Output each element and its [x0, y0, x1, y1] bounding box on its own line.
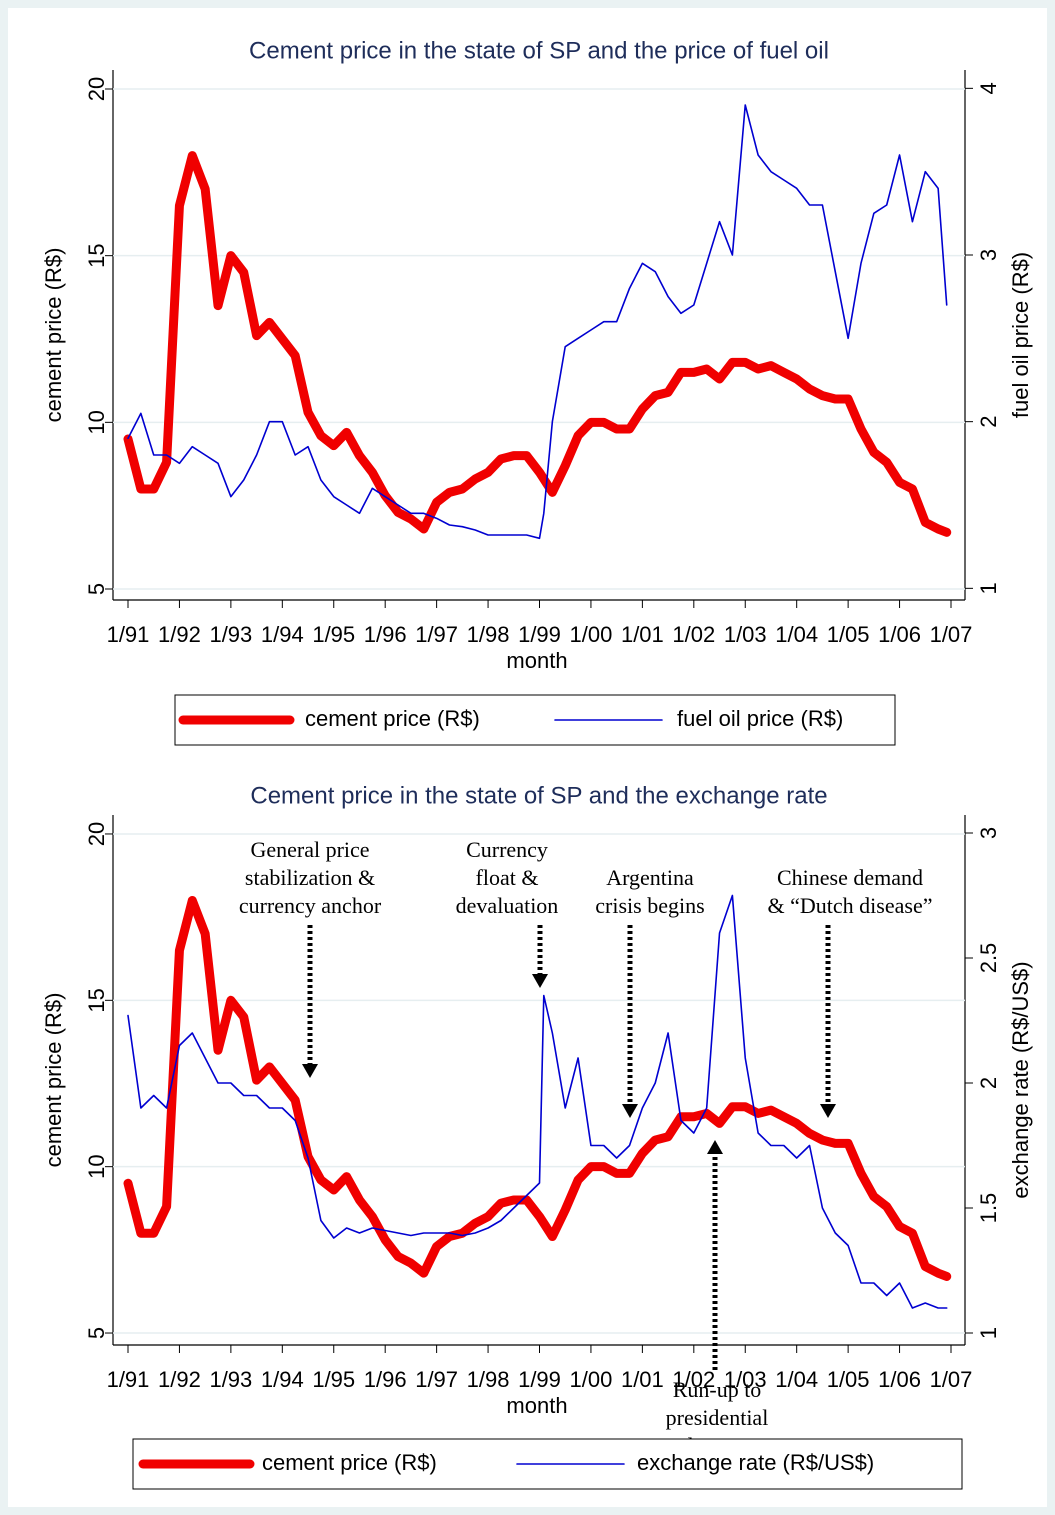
y-tick-label: 5 — [84, 583, 109, 595]
arrow-head — [302, 1064, 318, 1078]
y-tick-label: 10 — [84, 1154, 109, 1178]
y2-tick-label: 4 — [976, 82, 1001, 94]
x-tick-label: 1/96 — [364, 1367, 407, 1392]
annotation-text: Currency — [466, 837, 548, 862]
x-tick-label: 1/02 — [672, 622, 715, 647]
x-tick-label: 1/01 — [621, 1367, 664, 1392]
x-tick-label: 1/06 — [878, 1367, 921, 1392]
arrow-head — [622, 1104, 638, 1118]
x-tick-label: 1/04 — [775, 622, 818, 647]
y-axis-title: cement price (R$) — [41, 993, 66, 1168]
x-tick-label: 1/00 — [570, 1367, 613, 1392]
chart-title: Cement price in the state of SP and the … — [249, 37, 829, 64]
x-tick-label: 1/00 — [570, 622, 613, 647]
y2-tick-label: 1 — [976, 582, 1001, 594]
x-tick-label: 1/05 — [827, 622, 870, 647]
annotation-text: stabilization & — [245, 865, 375, 890]
x-tick-label: 1/97 — [415, 1367, 458, 1392]
annotation-text: currency anchor — [239, 893, 382, 918]
x-tick-label: 1/99 — [518, 1367, 561, 1392]
x-tick-label: 1/91 — [107, 622, 150, 647]
annotation-text: Run-up to — [673, 1377, 762, 1402]
data-line — [123, 896, 952, 1281]
x-tick-label: 1/93 — [209, 622, 252, 647]
annotation-text: Argentina — [606, 865, 694, 890]
y2-axis-title: exchange rate (R$/US$) — [1008, 961, 1033, 1198]
arrow-head — [820, 1104, 836, 1118]
y2-tick-label: 1.5 — [976, 1193, 1001, 1224]
y2-axis-title: fuel oil price (R$) — [1008, 252, 1033, 418]
annotation-text: Chinese demand — [777, 865, 923, 890]
x-tick-label: 1/98 — [467, 622, 510, 647]
x-tick-label: 1/94 — [261, 1367, 304, 1392]
y-tick-label: 15 — [84, 988, 109, 1012]
y-tick-label: 15 — [84, 243, 109, 267]
y2-tick-label: 1 — [976, 1327, 1001, 1339]
x-tick-label: 1/95 — [312, 1367, 355, 1392]
x-tick-label: 1/94 — [261, 622, 304, 647]
arrow-head — [707, 1140, 723, 1154]
y-tick-label: 20 — [84, 77, 109, 101]
x-tick-label: 1/05 — [827, 1367, 870, 1392]
x-tick-label: 1/07 — [930, 622, 973, 647]
y-tick-label: 5 — [84, 1327, 109, 1339]
x-tick-label: 1/92 — [158, 622, 201, 647]
x-tick-label: 1/91 — [107, 1367, 150, 1392]
x-axis-title: month — [506, 1393, 567, 1418]
annotation-text: float & — [476, 865, 539, 890]
annotation-text: devaluation — [456, 893, 559, 918]
x-tick-label: 1/92 — [158, 1367, 201, 1392]
chart-title: Cement price in the state of SP and the … — [250, 782, 827, 809]
data-line — [127, 894, 948, 1309]
graph-region — [8, 8, 1047, 1507]
y2-tick-label: 2 — [976, 1077, 1001, 1089]
arrow-head — [532, 974, 548, 988]
x-tick-label: 1/97 — [415, 622, 458, 647]
legend-label: cement price (R$) — [262, 1450, 437, 1475]
x-tick-label: 1/98 — [467, 1367, 510, 1392]
x-tick-label: 1/99 — [518, 622, 561, 647]
y-axis-title: cement price (R$) — [41, 248, 66, 423]
x-tick-label: 1/04 — [775, 1367, 818, 1392]
x-tick-label: 1/02 — [672, 1367, 715, 1392]
data-line — [123, 151, 952, 537]
x-tick-label: 1/03 — [724, 1367, 767, 1392]
x-tick-label: 1/07 — [930, 1367, 973, 1392]
legend-label: fuel oil price (R$) — [677, 706, 843, 731]
data-line — [127, 104, 948, 540]
annotation-text: presidential — [666, 1405, 769, 1430]
y-tick-label: 10 — [84, 410, 109, 434]
legend-box — [174, 694, 896, 746]
y-tick-label: 20 — [84, 822, 109, 846]
y2-tick-label: 2.5 — [976, 943, 1001, 974]
x-tick-label: 1/96 — [364, 622, 407, 647]
annotation-text: & “Dutch disease” — [768, 893, 933, 918]
legend-label: cement price (R$) — [305, 706, 480, 731]
y2-tick-label: 2 — [976, 416, 1001, 428]
x-tick-label: 1/93 — [209, 1367, 252, 1392]
x-tick-label: 1/06 — [878, 622, 921, 647]
x-axis-title: month — [506, 648, 567, 673]
x-tick-label: 1/01 — [621, 622, 664, 647]
annotation-text: General price — [250, 837, 369, 862]
annotation-text: crisis begins — [595, 893, 704, 918]
y2-tick-label: 3 — [976, 249, 1001, 261]
x-tick-label: 1/95 — [312, 622, 355, 647]
x-tick-label: 1/03 — [724, 622, 767, 647]
y2-tick-label: 3 — [976, 827, 1001, 839]
legend-label: exchange rate (R$/US$) — [637, 1450, 874, 1475]
